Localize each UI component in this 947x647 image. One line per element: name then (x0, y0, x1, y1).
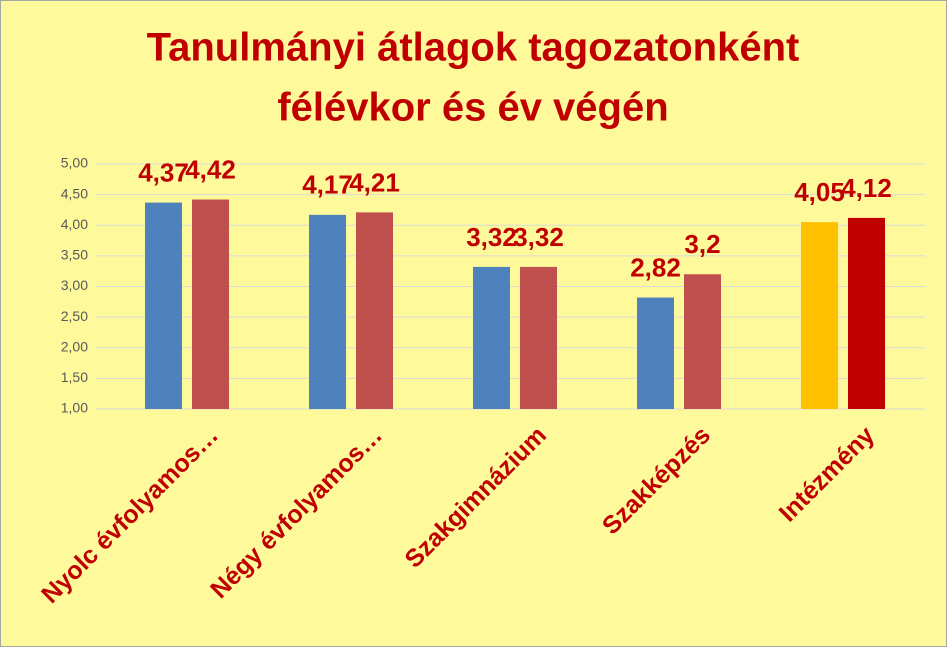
bar (192, 199, 229, 409)
y-tick-label: 5,00 (61, 155, 88, 171)
data-label: 4,37 (138, 157, 189, 187)
y-tick-label: 2,00 (61, 338, 88, 354)
data-label: 4,42 (185, 154, 236, 184)
data-label: 4,12 (841, 173, 892, 203)
y-tick-label: 3,00 (61, 277, 88, 293)
data-label: 4,05 (794, 177, 845, 207)
bar (473, 266, 510, 409)
data-label: 4,17 (302, 170, 353, 200)
bar (520, 266, 557, 409)
bar (145, 202, 182, 409)
y-tick-label: 3,50 (61, 247, 88, 263)
y-tick-label: 1,50 (61, 369, 88, 385)
bar (309, 214, 346, 409)
y-tick-label: 2,50 (61, 308, 88, 324)
bar (356, 212, 393, 409)
chart-title: félévkor és év végén (277, 86, 668, 130)
bar (637, 297, 674, 409)
chart-title: Tanulmányi átlagok tagozatonként (147, 26, 800, 70)
data-label: 3,32 (513, 222, 564, 252)
y-tick-label: 4,00 (61, 216, 88, 232)
bar (684, 274, 721, 409)
data-label: 3,2 (684, 229, 720, 259)
y-tick-label: 4,50 (61, 185, 88, 201)
bar (848, 217, 885, 409)
data-label: 4,21 (349, 167, 400, 197)
y-tick-label: 1,00 (61, 400, 88, 416)
data-label: 3,32 (466, 222, 517, 252)
data-label: 2,82 (630, 252, 681, 282)
bar (801, 222, 838, 409)
